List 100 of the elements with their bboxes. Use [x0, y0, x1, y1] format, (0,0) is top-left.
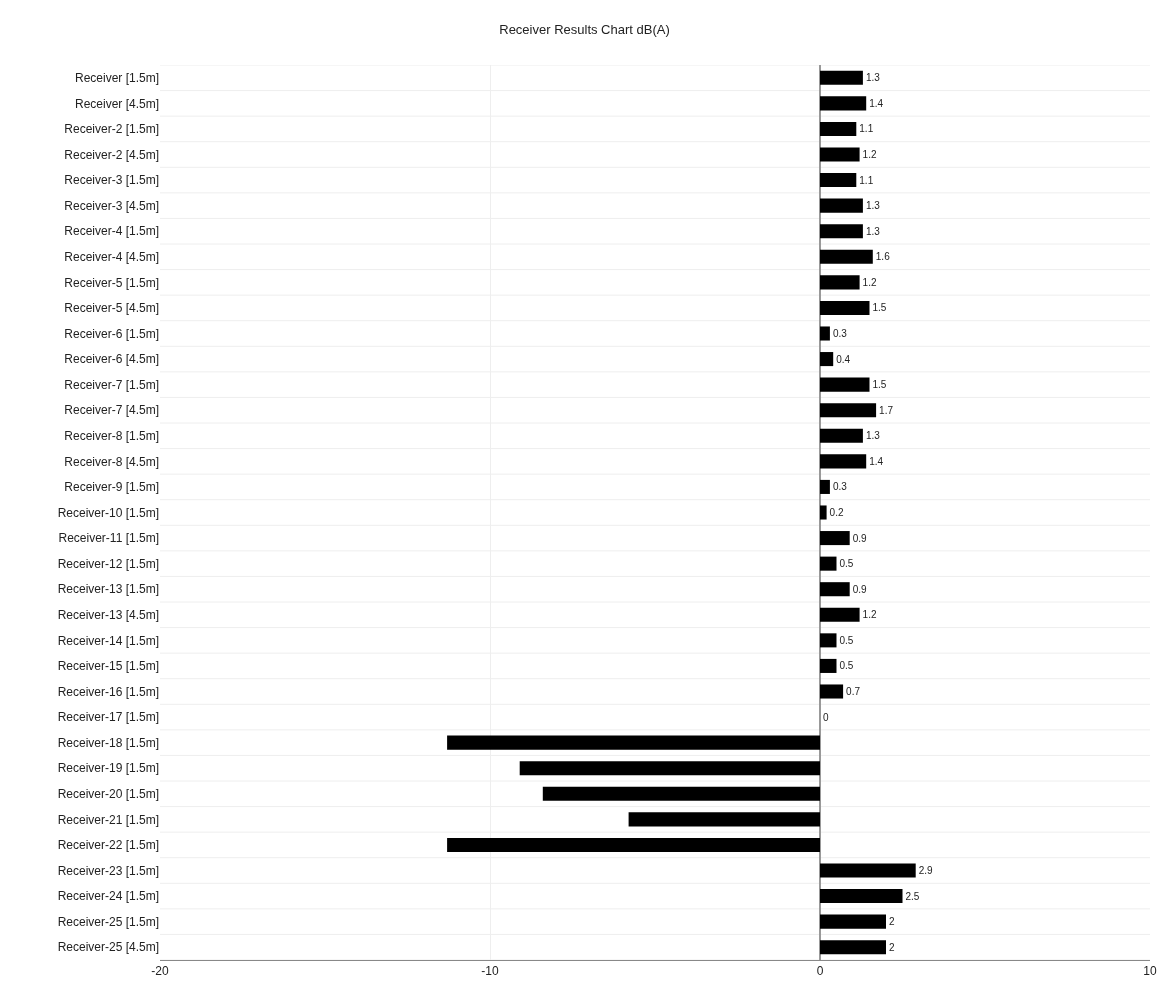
y-tick-label: Receiver-3 [4.5m]	[64, 198, 159, 213]
bar	[820, 607, 860, 622]
y-tick-label: Receiver-6 [4.5m]	[64, 352, 159, 367]
y-tick-label: Receiver-3 [1.5m]	[64, 173, 159, 188]
bar	[820, 352, 834, 367]
bar	[820, 428, 863, 443]
bar	[820, 531, 850, 546]
y-tick-label: Receiver-5 [1.5m]	[64, 275, 159, 290]
bar	[820, 224, 863, 239]
data-label: 0.9	[852, 583, 868, 595]
y-tick-label: Receiver-9 [1.5m]	[64, 480, 159, 495]
y-tick-label: Receiver-13 [1.5m]	[57, 582, 159, 597]
y-tick-label: Receiver-10 [1.5m]	[57, 505, 159, 520]
y-tick-label: Receiver-15 [1.5m]	[57, 659, 159, 674]
y-tick-label: Receiver [4.5m]	[74, 96, 159, 111]
chart-title: Receiver Results Chart dB(A)	[499, 21, 670, 37]
bar	[820, 173, 857, 188]
y-tick-label: Receiver-18 [1.5m]	[57, 735, 159, 750]
bar	[820, 377, 870, 392]
y-tick-label: Receiver-7 [4.5m]	[64, 403, 159, 418]
y-tick-label: Receiver-21 [1.5m]	[57, 812, 159, 827]
bar	[820, 147, 860, 162]
data-label: 2	[889, 941, 895, 953]
y-tick-label: Receiver-4 [4.5m]	[64, 249, 159, 264]
bar	[820, 403, 877, 418]
y-tick-label: Receiver-20 [1.5m]	[57, 786, 159, 801]
x-tick-label: -10	[481, 964, 499, 979]
bar	[820, 70, 863, 85]
data-label: 1.7	[879, 404, 894, 416]
bar	[820, 198, 863, 213]
bar	[820, 326, 830, 341]
y-tick-label: Receiver-23 [1.5m]	[57, 863, 159, 878]
bar	[628, 812, 820, 827]
data-label: 1.1	[859, 123, 874, 135]
y-tick-label: Receiver-16 [1.5m]	[57, 684, 159, 699]
y-tick-label: Receiver-8 [1.5m]	[64, 428, 159, 443]
data-label: 1.5	[872, 379, 887, 391]
bar	[447, 735, 820, 750]
data-label: 1.5	[872, 302, 887, 314]
data-label: 2.9	[918, 865, 934, 876]
bar	[820, 556, 837, 571]
x-tick-label: 10	[1143, 964, 1157, 979]
data-label: 2.5	[905, 890, 920, 902]
y-tick-label: Receiver [1.5m]	[74, 70, 159, 85]
data-label: 0.7	[846, 686, 861, 697]
bar	[820, 479, 830, 494]
y-tick-label: Receiver-5 [4.5m]	[64, 301, 159, 316]
bar	[820, 633, 837, 648]
y-tick-label: Receiver-22 [1.5m]	[57, 838, 159, 853]
y-tick-label: Receiver-2 [1.5m]	[64, 122, 159, 137]
y-tick-label: Receiver-11 [1.5m]	[58, 531, 159, 546]
data-label: 0.2	[829, 507, 844, 518]
bar	[820, 249, 873, 264]
data-label: 0.5	[839, 634, 854, 646]
y-tick-label: Receiver-6 [1.5m]	[64, 326, 159, 341]
data-label: 1.6	[875, 251, 891, 263]
data-label: 0.4	[836, 353, 851, 365]
data-label: 1.2	[862, 609, 877, 621]
y-tick-label: Receiver-8 [4.5m]	[64, 454, 159, 469]
y-tick-label: Receiver-14 [1.5m]	[57, 633, 159, 648]
data-label: 1.4	[869, 455, 884, 467]
data-label: 1.3	[865, 430, 881, 442]
bar	[820, 914, 886, 929]
bar	[542, 786, 820, 801]
data-label: 1.3	[865, 225, 881, 237]
bar	[820, 684, 844, 699]
y-tick-label: Receiver-12 [1.5m]	[57, 556, 159, 571]
bar	[820, 275, 860, 290]
bar	[820, 863, 916, 878]
x-tick-label: -20	[151, 964, 169, 979]
y-tick-label: Receiver-4 [1.5m]	[64, 224, 159, 239]
y-tick-label: Receiver-7 [1.5m]	[64, 377, 159, 392]
bar	[447, 837, 820, 852]
data-label: 2	[889, 916, 895, 928]
data-label: 0.5	[839, 660, 854, 672]
y-tick-label: Receiver-24 [1.5m]	[57, 889, 159, 904]
bar	[519, 761, 820, 776]
data-label: 0.3	[832, 328, 848, 339]
bar	[820, 96, 867, 111]
bar	[820, 582, 850, 597]
data-label: 1.4	[869, 97, 884, 109]
y-tick-label: Receiver-19 [1.5m]	[57, 761, 159, 776]
bar	[820, 121, 857, 136]
y-tick-label: Receiver-25 [1.5m]	[57, 914, 159, 929]
data-label: 1.1	[859, 174, 874, 186]
bar	[820, 889, 903, 904]
y-tick-label: Receiver-13 [4.5m]	[57, 607, 159, 622]
data-label: 1.3	[865, 72, 881, 84]
data-label: 0	[823, 711, 829, 723]
bar	[820, 300, 870, 315]
bar	[820, 940, 886, 955]
bar	[820, 658, 837, 673]
data-label: 0.9	[852, 532, 868, 544]
y-tick-label: Receiver-2 [4.5m]	[64, 147, 159, 162]
bar	[820, 505, 827, 520]
data-label: 1.3	[865, 200, 881, 212]
data-label: 0.3	[832, 481, 848, 493]
x-tick-label: 0	[816, 964, 824, 979]
y-tick-label: Receiver-17 [1.5m]	[57, 710, 159, 725]
bar	[820, 454, 867, 469]
